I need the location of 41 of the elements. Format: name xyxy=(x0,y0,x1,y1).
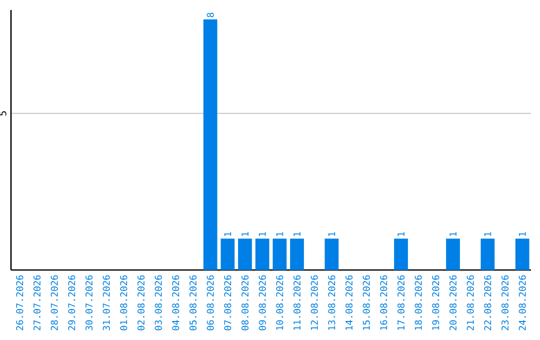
data-label: 1 xyxy=(276,232,284,236)
data-label: 1 xyxy=(224,232,232,236)
x-tick-label: 31.07.2026 xyxy=(102,275,110,330)
x-tick-label: 11.08.2026 xyxy=(293,275,301,330)
data-label: 1 xyxy=(242,232,248,236)
x-tick-label: 28.07.2026 xyxy=(50,275,58,330)
data-label: 1 xyxy=(258,232,266,236)
x-tick-label: 29.07.2026 xyxy=(68,275,76,330)
x-tick-label: 16.08.2026 xyxy=(380,275,388,330)
x-tick-label: 22.08.2026 xyxy=(484,275,492,330)
x-tick-label: 04.08.2026 xyxy=(172,275,180,330)
data-label: 8 xyxy=(206,12,214,18)
x-tick-label: 19.08.2026 xyxy=(432,275,440,330)
data-label: 1 xyxy=(294,232,300,236)
x-tick-label: 14.08.2026 xyxy=(345,275,353,330)
data-label: 1 xyxy=(484,232,492,236)
x-tick-label: 18.08.2026 xyxy=(414,275,422,330)
x-tick-label: 13.08.2026 xyxy=(328,275,336,330)
x-tick-label: 03.08.2026 xyxy=(154,275,162,330)
data-label: 1 xyxy=(450,232,456,236)
x-tick-label: 06.08.2026 xyxy=(206,275,214,330)
x-tick-label: 27.07.2026 xyxy=(33,275,41,330)
data-label: 1 xyxy=(518,232,526,236)
x-tick-label: 12.08.2026 xyxy=(310,275,318,330)
x-tick-label: 07.08.2026 xyxy=(224,275,232,330)
x-tick-label: 05.08.2026 xyxy=(189,275,197,330)
x-tick-label: 01.08.2026 xyxy=(120,275,128,330)
x-tick-label: 10.08.2026 xyxy=(276,275,284,330)
x-tick-label: 21.08.2026 xyxy=(466,275,474,330)
x-tick-label: 26.07.2026 xyxy=(16,275,24,330)
x-tick-label: 24.08.2026 xyxy=(518,275,526,330)
data-label: 1 xyxy=(328,232,336,236)
x-tick-label: 30.07.2026 xyxy=(85,275,93,330)
x-tick-label: 23.08.2026 xyxy=(501,275,509,330)
data-label: 1 xyxy=(398,232,404,236)
x-tick-label: 17.08.2026 xyxy=(397,275,405,330)
x-tick-label: 08.08.2026 xyxy=(241,275,249,330)
x-tick-label: 02.08.2026 xyxy=(137,275,145,330)
x-tick-label: 15.08.2026 xyxy=(362,275,370,330)
x-tick-label: 09.08.2026 xyxy=(258,275,266,330)
x-tick-label: 20.08.2026 xyxy=(449,275,457,330)
